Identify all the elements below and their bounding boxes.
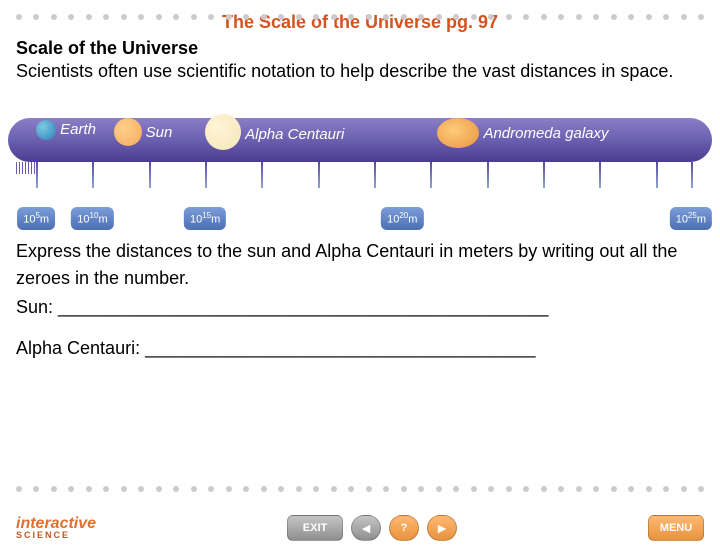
tick: [656, 162, 658, 188]
tick: [92, 162, 94, 188]
tick: [318, 162, 320, 188]
tick: [261, 162, 263, 188]
menu-button[interactable]: MENU: [648, 515, 704, 541]
logo: interactive SCIENCE: [16, 517, 96, 539]
object-label: Sun: [146, 124, 173, 141]
scale-ticks: [8, 162, 712, 192]
earth-icon: [36, 120, 56, 140]
sun-blank: Sun: ___________________________________…: [16, 294, 704, 321]
subheading: Scale of the Universe: [16, 37, 704, 60]
scale-label: 1015m: [184, 207, 226, 230]
scale-label: 1020m: [381, 207, 423, 230]
logo-sub: SCIENCE: [16, 531, 96, 539]
alpha-centauri-icon: [205, 114, 241, 150]
tick: [691, 162, 693, 188]
decorative-dots-top: [0, 14, 720, 20]
help-button[interactable]: ?: [389, 515, 419, 541]
sun-icon: [114, 118, 142, 146]
tick: [36, 162, 38, 188]
intro-block: Scale of the Universe Scientists often u…: [0, 33, 720, 84]
chevron-left-icon: ◄: [359, 520, 373, 536]
footer: interactive SCIENCE EXIT ◄ ? ► MENU: [0, 504, 720, 552]
decorative-dots-bottom: [0, 486, 720, 492]
next-button[interactable]: ►: [427, 515, 457, 541]
chevron-right-icon: ►: [435, 520, 449, 536]
tick: [599, 162, 601, 188]
alpha-centauri-blank: Alpha Centauri: ________________________…: [16, 335, 704, 362]
object-earth: Earth: [36, 120, 96, 140]
scale-label: 1010m: [71, 207, 113, 230]
exit-button[interactable]: EXIT: [287, 515, 343, 541]
object-alpha-centauri: Alpha Centauri: [205, 120, 344, 150]
question-prompt: Express the distances to the sun and Alp…: [16, 238, 704, 292]
object-label: Earth: [60, 121, 96, 138]
object-label: Andromeda galaxy: [483, 125, 608, 142]
tick: [205, 162, 207, 188]
tick: [374, 162, 376, 188]
object-andromeda-galaxy: Andromeda galaxy: [437, 120, 608, 148]
object-label: Alpha Centauri: [245, 126, 344, 143]
scale-label: 105m: [17, 207, 55, 230]
tick: [487, 162, 489, 188]
nav-controls: EXIT ◄ ? ►: [287, 515, 457, 541]
andromeda-galaxy-icon: [437, 118, 479, 148]
tick: [430, 162, 432, 188]
tick: [543, 162, 545, 188]
object-sun: Sun: [114, 120, 173, 146]
intro-text: Scientists often use scientific notation…: [16, 60, 704, 83]
question-block: Express the distances to the sun and Alp…: [0, 230, 720, 362]
prev-button[interactable]: ◄: [351, 515, 381, 541]
scale-label: 1025m: [670, 207, 712, 230]
tick: [149, 162, 151, 188]
scale-diagram: Earth Sun Alpha Centauri Andromeda galaxy 1…: [8, 90, 712, 230]
